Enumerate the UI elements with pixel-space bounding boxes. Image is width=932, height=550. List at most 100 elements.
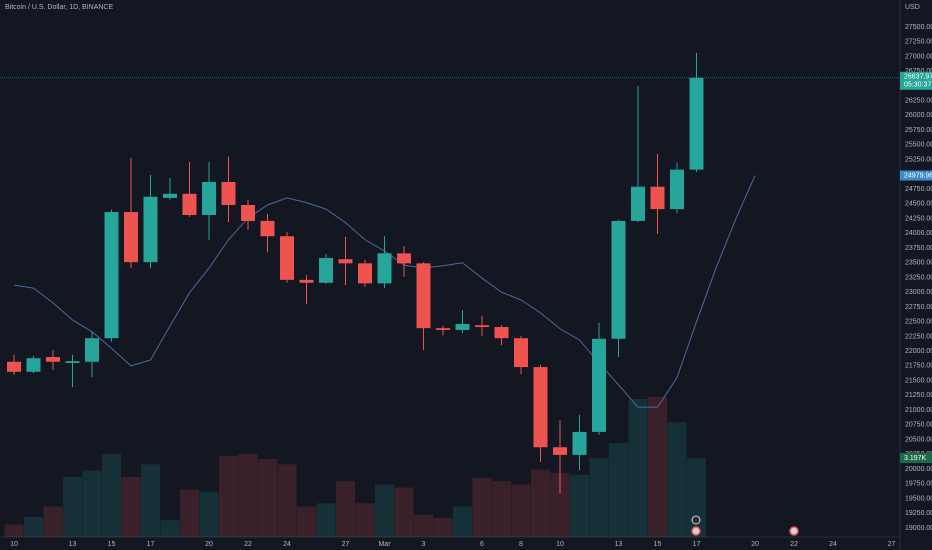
- volume-bar: [414, 514, 433, 537]
- y-tick-label: 20750.00: [905, 422, 932, 429]
- candle-body: [280, 236, 294, 280]
- y-tick-label: 22500.00: [905, 319, 932, 326]
- x-tick-label: 22: [244, 541, 252, 548]
- y-tick-label: 21250.00: [905, 392, 932, 399]
- x-tick-label: 22: [790, 541, 798, 548]
- x-tick-label: 13: [615, 541, 623, 548]
- x-tick-label: 17: [693, 541, 701, 548]
- candle-body: [572, 431, 587, 455]
- candle-body: [553, 447, 567, 455]
- volume-bar: [121, 476, 141, 537]
- volume-label: 3.197K: [904, 455, 927, 462]
- candle-body: [7, 361, 21, 372]
- x-tick-label: 3: [422, 541, 426, 548]
- y-tick-label: 26000.00: [905, 112, 932, 119]
- y-tick-label: 22750.00: [905, 304, 932, 311]
- x-tick-label: 24: [829, 541, 837, 548]
- y-tick-label: 26250.00: [905, 98, 932, 105]
- volume-bar: [180, 489, 199, 537]
- y-tick-label: 25750.00: [905, 127, 932, 134]
- candle-body: [397, 253, 411, 264]
- x-tick-label: 17: [147, 541, 155, 548]
- event-icon[interactable]: [789, 526, 799, 536]
- volume-bar: [667, 422, 687, 537]
- candle-body: [475, 325, 489, 327]
- y-tick-label: 27500.00: [905, 24, 932, 31]
- volume-box: [900, 453, 932, 464]
- volume-bar: [24, 516, 43, 537]
- volume-bar: [238, 453, 258, 537]
- candle-body: [377, 253, 392, 284]
- candle-body: [260, 220, 275, 237]
- volume-bar: [43, 506, 63, 537]
- countdown-label: 05:30:37: [904, 82, 931, 89]
- y-tick-label: 19000.00: [905, 525, 932, 532]
- x-tick-label: 15: [108, 541, 116, 548]
- volume-bar: [102, 453, 121, 537]
- y-tick-label: 23250.00: [905, 274, 932, 281]
- y-tick-label: 27000.00: [905, 53, 932, 60]
- candle-body: [533, 367, 548, 448]
- candle-body: [104, 212, 119, 339]
- x-tick-label: 20: [751, 541, 759, 548]
- y-tick-label: 23750.00: [905, 245, 932, 252]
- candle-body: [65, 361, 80, 363]
- volume-bar: [472, 478, 492, 537]
- y-tick-label: 20000.00: [905, 466, 932, 473]
- candle-body: [455, 324, 470, 330]
- y-tick-label: 24250.00: [905, 215, 932, 222]
- y-tick-label: 19250.00: [905, 510, 932, 517]
- candle-body: [299, 279, 314, 283]
- volume-bar: [394, 487, 414, 537]
- candle-body: [163, 193, 177, 198]
- candle-body: [241, 204, 255, 221]
- candle-body: [46, 357, 60, 362]
- y-tick-label: 21000.00: [905, 407, 932, 414]
- y-tick-label: 25250.00: [905, 156, 932, 163]
- y-tick-label: 20500.00: [905, 436, 932, 443]
- candle-body: [650, 186, 665, 210]
- candle-body: [26, 358, 41, 372]
- y-tick-label: 23000.00: [905, 289, 932, 296]
- x-tick-label: 24: [283, 541, 291, 548]
- x-tick-label: 10: [10, 541, 18, 548]
- current-price-box: [900, 71, 932, 90]
- y-tick-label: 25500.00: [905, 142, 932, 149]
- volume-bar: [628, 399, 648, 537]
- x-tick-label: 10: [556, 541, 564, 548]
- volume-bar: [550, 472, 570, 537]
- event-icons[interactable]: [691, 515, 799, 536]
- y-tick-label: 19500.00: [905, 495, 932, 502]
- candle-body: [514, 338, 528, 368]
- x-tick-label: 13: [69, 541, 77, 548]
- volume-bar: [492, 481, 511, 537]
- candle-body: [670, 169, 684, 210]
- candle-body: [416, 263, 431, 329]
- x-tick-label: 15: [654, 541, 662, 548]
- volume-bar: [570, 474, 589, 537]
- candle-body: [221, 182, 236, 205]
- y-tick-label: 22000.00: [905, 348, 932, 355]
- event-icon[interactable]: [691, 515, 701, 525]
- y-tick-label: 21750.00: [905, 363, 932, 370]
- candle-body: [85, 338, 99, 362]
- volume-bar: [4, 524, 24, 537]
- event-icon[interactable]: [691, 526, 701, 536]
- volume-bar: [609, 443, 628, 537]
- volume-bar: [82, 470, 102, 537]
- volume-bar: [433, 518, 453, 537]
- chart-title: Bitcoin / U.S. Dollar, 1D, BINANCE: [5, 4, 113, 11]
- volume-bar: [589, 458, 609, 537]
- volume-bar: [687, 458, 706, 537]
- volume-bar: [316, 503, 336, 537]
- average-box: [900, 170, 932, 181]
- x-tick-label: 6: [480, 541, 484, 548]
- volume-bar: [141, 464, 160, 537]
- x-tick-label: 27: [342, 541, 350, 548]
- y-tick-label: 24000.00: [905, 230, 932, 237]
- volume-bar: [355, 503, 375, 537]
- candle-body: [319, 258, 333, 283]
- y-tick-label: 24500.00: [905, 201, 932, 208]
- y-tick-label: 24750.00: [905, 186, 932, 193]
- y-tick-label: 22250.00: [905, 333, 932, 340]
